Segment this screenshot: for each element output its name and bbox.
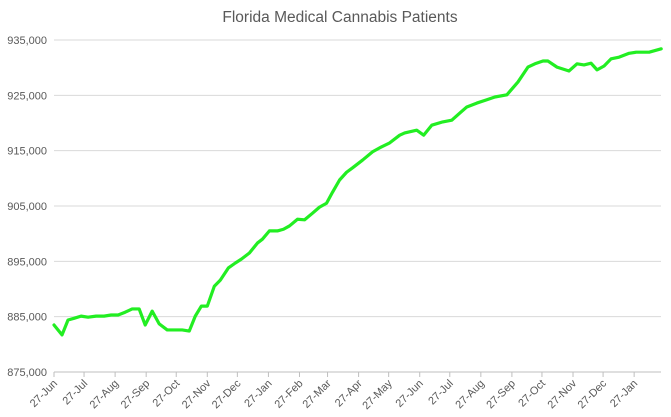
x-tick-label: 27-Oct bbox=[151, 378, 183, 410]
x-tick-label: 27-Sep bbox=[119, 378, 153, 412]
x-tick-label: 27-Nov bbox=[180, 377, 214, 411]
x-tick-label: 27-Feb bbox=[272, 378, 305, 411]
x-tick-label: 27-Oct bbox=[516, 378, 548, 410]
x-tick-label: 27-Jul bbox=[61, 378, 91, 408]
x-tick-label: 27-Jan bbox=[608, 378, 640, 410]
series-line bbox=[52, 47, 663, 337]
x-tick-label: 27-Dec bbox=[210, 377, 244, 411]
x-tick-label: 27-Aug bbox=[88, 378, 122, 412]
x-tick-label: 27-Mar bbox=[301, 377, 334, 410]
y-tick-label: 935,000 bbox=[7, 35, 47, 47]
y-tick-label: 895,000 bbox=[7, 256, 47, 268]
y-tick-label: 875,000 bbox=[7, 367, 47, 379]
y-tick-label: 915,000 bbox=[7, 146, 47, 158]
x-tick-label: 27-Dec bbox=[576, 377, 610, 411]
x-tick-label: 27-Jun bbox=[28, 378, 60, 410]
y-tick-label: 885,000 bbox=[7, 312, 47, 324]
y-tick-label: 925,000 bbox=[7, 90, 47, 102]
x-tick-label: 27-Jul bbox=[426, 378, 456, 408]
x-tick-label: 27-Jun bbox=[394, 378, 426, 410]
x-tick-label: 27-May bbox=[360, 377, 395, 412]
x-tick-label: 27-Aug bbox=[453, 378, 487, 412]
x-tick-label: 27-Nov bbox=[546, 377, 580, 411]
chart-title: Florida Medical Cannabis Patients bbox=[222, 9, 457, 26]
y-tick-label: 905,000 bbox=[7, 201, 47, 213]
x-tick-label: 27-Sep bbox=[484, 378, 518, 412]
x-tick-label: 27-Jan bbox=[242, 378, 274, 410]
